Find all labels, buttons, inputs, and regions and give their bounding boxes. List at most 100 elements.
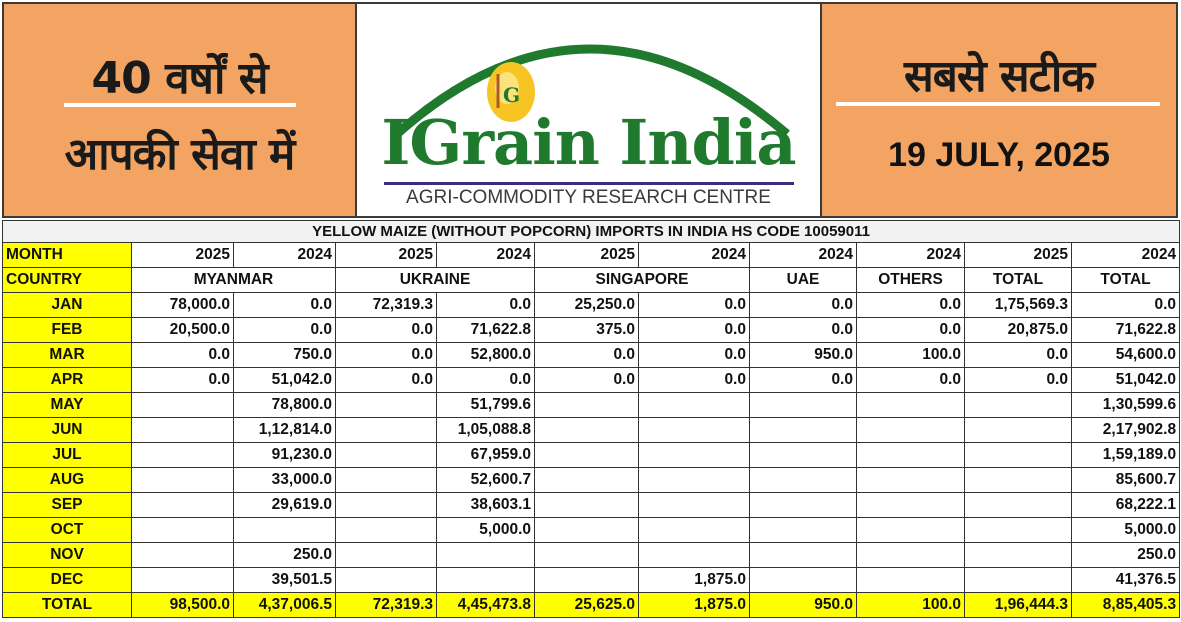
year-header: 2025 — [335, 242, 437, 268]
country-others: OTHERS — [856, 267, 965, 293]
value-cell: 0.0 — [436, 292, 535, 318]
month-cell: OCT — [2, 517, 132, 543]
value-cell: 72,319.3 — [335, 592, 437, 618]
value-cell — [964, 392, 1072, 418]
value-cell: 950.0 — [749, 592, 857, 618]
logo-panel: G IGrain India AGRI-COMMODITY RESEARCH C… — [357, 2, 820, 218]
brand-tagline: AGRI-COMMODITY RESEARCH CENTRE — [406, 187, 771, 208]
value-cell — [131, 442, 234, 468]
imports-table: YELLOW MAIZE (WITHOUT POPCORN) IMPORTS I… — [1, 220, 1181, 618]
country-total-2024: TOTAL — [1070, 267, 1181, 293]
value-cell: 2,17,902.8 — [1070, 417, 1181, 443]
value-cell — [964, 567, 1072, 593]
table-row: DEC 39,501.5 1,875.0 41,376.5 — [2, 567, 1181, 593]
month-cell: JAN — [2, 292, 132, 318]
right-banner-divider — [836, 102, 1160, 106]
value-cell — [749, 392, 857, 418]
value-cell: 0.0 — [131, 367, 234, 393]
value-cell — [749, 492, 857, 518]
value-cell: 1,96,444.3 — [964, 592, 1072, 618]
value-cell — [335, 442, 437, 468]
value-cell: 8,85,405.3 — [1070, 592, 1181, 618]
value-cell: 71,622.8 — [436, 317, 535, 343]
value-cell — [534, 392, 639, 418]
value-cell: 33,000.0 — [233, 467, 336, 493]
year-header: 2024 — [233, 242, 336, 268]
month-cell: JUL — [2, 442, 132, 468]
value-cell: 4,37,006.5 — [233, 592, 336, 618]
value-cell: 71,622.8 — [1070, 317, 1181, 343]
value-cell: 20,500.0 — [131, 317, 234, 343]
value-cell — [856, 492, 965, 518]
value-cell: 0.0 — [856, 292, 965, 318]
value-cell — [638, 467, 750, 493]
year-header: 2024 — [749, 242, 857, 268]
country-header-row: COUNTRY MYANMAR UKRAINE SINGAPORE UAE OT… — [2, 267, 1181, 293]
value-cell — [856, 542, 965, 568]
value-cell: 0.0 — [749, 292, 857, 318]
value-cell: 1,30,599.6 — [1070, 392, 1181, 418]
value-cell: 1,05,088.8 — [436, 417, 535, 443]
year-header: 2025 — [534, 242, 639, 268]
value-cell — [534, 417, 639, 443]
imports-table-container: YELLOW MAIZE (WITHOUT POPCORN) IMPORTS I… — [1, 220, 1181, 620]
value-cell — [749, 467, 857, 493]
value-cell: 0.0 — [964, 367, 1072, 393]
year-header: 2024 — [856, 242, 965, 268]
month-cell: FEB — [2, 317, 132, 343]
value-cell — [638, 492, 750, 518]
value-cell — [131, 392, 234, 418]
month-cell: SEP — [2, 492, 132, 518]
value-cell — [964, 417, 1072, 443]
table-title: YELLOW MAIZE (WITHOUT POPCORN) IMPORTS I… — [1, 220, 1181, 243]
month-cell: JUN — [2, 417, 132, 443]
value-cell — [856, 567, 965, 593]
value-cell: 68,222.1 — [1070, 492, 1181, 518]
value-cell — [335, 542, 437, 568]
table-row: APR 0.0 51,042.0 0.0 0.0 0.0 0.0 0.0 0.0 0.0 51,04… — [2, 367, 1181, 393]
value-cell — [534, 467, 639, 493]
value-cell — [335, 417, 437, 443]
value-cell: 52,800.0 — [436, 342, 535, 368]
country-header: COUNTRY — [2, 267, 132, 293]
value-cell: 0.0 — [1070, 292, 1181, 318]
value-cell: 250.0 — [1070, 542, 1181, 568]
value-cell — [534, 492, 639, 518]
table-row: MAY 78,800.0 51,799.6 1,30,599.6 — [2, 392, 1181, 418]
value-cell: 0.0 — [131, 342, 234, 368]
value-cell — [534, 442, 639, 468]
value-cell: 0.0 — [436, 367, 535, 393]
table-title-row: YELLOW MAIZE (WITHOUT POPCORN) IMPORTS I… — [1, 220, 1181, 243]
year-header: 2024 — [1070, 242, 1181, 268]
year-header: 2024 — [436, 242, 535, 268]
value-cell — [534, 542, 639, 568]
table-row: OCT 5,000.0 5,000.0 — [2, 517, 1181, 543]
country-ukraine: UKRAINE — [335, 267, 535, 293]
value-cell: 4,45,473.8 — [436, 592, 535, 618]
value-cell — [749, 517, 857, 543]
country-myanmar: MYANMAR — [131, 267, 336, 293]
value-cell: 85,600.7 — [1070, 467, 1181, 493]
value-cell — [335, 392, 437, 418]
country-singapore: SINGAPORE — [534, 267, 750, 293]
value-cell — [335, 492, 437, 518]
value-cell: 950.0 — [749, 342, 857, 368]
value-cell — [638, 417, 750, 443]
report-date: 19 JULY, 2025 — [888, 136, 1110, 174]
value-cell: 0.0 — [638, 367, 750, 393]
table-row: MAR 0.0 750.0 0.0 52,800.0 0.0 0.0 950.0 100.0 0.… — [2, 342, 1181, 368]
value-cell — [856, 442, 965, 468]
value-cell — [131, 417, 234, 443]
country-total-2025: TOTAL — [964, 267, 1072, 293]
value-cell: 41,376.5 — [1070, 567, 1181, 593]
value-cell: 91,230.0 — [233, 442, 336, 468]
value-cell: 0.0 — [335, 367, 437, 393]
table-row: NOV 250.0 250.0 — [2, 542, 1181, 568]
value-cell: 72,319.3 — [335, 292, 437, 318]
brand-underline — [384, 182, 794, 185]
value-cell — [233, 517, 336, 543]
logo-arch-graphic: G — [394, 44, 790, 138]
value-cell — [131, 467, 234, 493]
value-cell: 1,875.0 — [638, 567, 750, 593]
value-cell: 25,250.0 — [534, 292, 639, 318]
